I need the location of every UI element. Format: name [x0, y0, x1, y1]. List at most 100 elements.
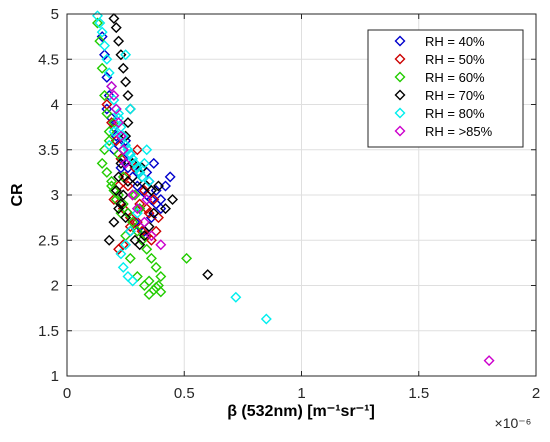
- data-point: [141, 243, 153, 255]
- data-point: [131, 144, 143, 156]
- data-point: [113, 203, 125, 215]
- data-point: [115, 130, 127, 142]
- data-point: [141, 144, 153, 156]
- data-point: [134, 203, 146, 215]
- data-point: [108, 13, 120, 25]
- legend-box: [367, 29, 524, 148]
- data-point: [101, 108, 113, 120]
- data-point: [96, 62, 108, 74]
- data-point: [122, 117, 134, 129]
- data-point: [145, 234, 157, 246]
- legend: RH = 40% RH = 50% RH = 60% RH = 70% RH = 80%…: [367, 29, 524, 148]
- x-axis-title: β (532nm) [m⁻¹sr⁻¹]: [227, 403, 375, 420]
- data-point: [150, 261, 162, 273]
- data-point: [99, 49, 111, 61]
- legend-marker: [394, 35, 406, 47]
- x-axis-multiplier: ×10⁻⁶: [495, 415, 532, 431]
- data-point: [124, 252, 136, 264]
- data-point: [110, 22, 122, 34]
- data-point: [113, 112, 125, 124]
- data-point: [113, 117, 125, 129]
- data-point: [167, 194, 179, 206]
- data-point: [143, 275, 155, 287]
- series-6: [106, 80, 495, 367]
- data-point: [110, 184, 122, 196]
- y-tick-label: 3: [51, 187, 59, 204]
- x-tick-label: 1: [297, 385, 305, 402]
- data-point: [101, 53, 113, 65]
- data-point: [120, 76, 132, 88]
- legend-marker: [394, 125, 406, 137]
- data-point: [127, 153, 139, 165]
- data-point: [108, 216, 120, 228]
- data-point: [160, 180, 171, 192]
- data-point: [129, 157, 141, 169]
- data-point: [96, 26, 108, 38]
- data-point: [202, 269, 214, 281]
- data-point: [122, 180, 134, 192]
- data-point: [141, 203, 153, 215]
- data-point: [155, 203, 167, 215]
- data-point: [96, 31, 108, 43]
- data-point: [134, 239, 146, 251]
- y-tick-label: 3.5: [38, 142, 59, 159]
- data-point: [117, 62, 129, 74]
- data-point: [148, 194, 160, 206]
- data-point: [143, 289, 155, 301]
- legend-entry-label: RH = 80%: [425, 106, 485, 121]
- legend-marker: [394, 107, 406, 119]
- data-point: [120, 239, 132, 251]
- data-point: [99, 89, 111, 101]
- data-point: [120, 171, 132, 183]
- legend-marker: [394, 71, 406, 83]
- legend-marker: [394, 53, 406, 65]
- data-point: [260, 313, 272, 325]
- x-tick-label: 0: [63, 385, 71, 402]
- data-point: [106, 80, 118, 92]
- data-point: [124, 225, 136, 237]
- data-point: [141, 194, 153, 206]
- data-point: [152, 180, 164, 192]
- data-point: [155, 286, 167, 298]
- data-point: [122, 144, 134, 156]
- data-point: [127, 189, 139, 201]
- data-point: [230, 291, 242, 303]
- data-point: [136, 171, 148, 183]
- x-tick-label: 1.5: [408, 385, 429, 402]
- data-point: [120, 49, 132, 61]
- data-point: [155, 194, 167, 206]
- data-point: [131, 207, 143, 219]
- data-point: [127, 275, 139, 287]
- y-tick-label: 4.5: [38, 51, 59, 68]
- data-point: [108, 94, 120, 106]
- data-points: [91, 10, 495, 367]
- data-point: [120, 212, 132, 224]
- data-point: [99, 40, 111, 52]
- data-point: [115, 248, 127, 260]
- data-point: [96, 157, 108, 169]
- legend-marker: [394, 89, 406, 101]
- data-point: [124, 103, 136, 115]
- data-point: [122, 89, 134, 101]
- data-point: [113, 171, 125, 183]
- data-point: [148, 207, 160, 219]
- data-point: [103, 139, 115, 151]
- data-point: [103, 234, 115, 246]
- legend-entry-label: RH = 70%: [425, 88, 485, 103]
- data-point: [117, 189, 129, 201]
- y-axis-title: CR: [9, 183, 26, 207]
- data-point: [103, 135, 115, 147]
- data-point: [138, 216, 150, 228]
- data-point: [164, 171, 176, 183]
- data-point: [148, 157, 160, 169]
- data-point: [108, 89, 120, 101]
- y-tick-label: 5: [51, 6, 59, 23]
- data-point: [138, 157, 150, 169]
- data-point: [101, 166, 113, 178]
- data-point: [120, 157, 132, 169]
- series-4: [103, 13, 214, 281]
- data-point: [91, 17, 103, 29]
- legend-entry-label: RH = 40%: [425, 34, 485, 49]
- data-point: [134, 166, 146, 178]
